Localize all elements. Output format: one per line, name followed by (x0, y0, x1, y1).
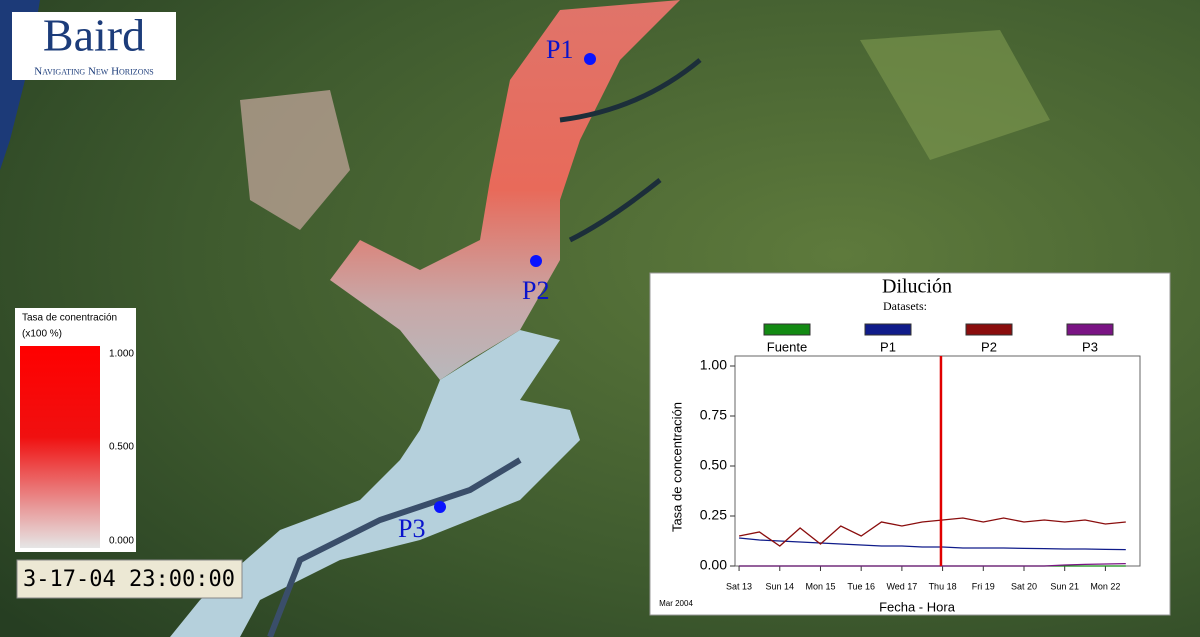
legend-swatch (864, 323, 912, 336)
y-tick-label: 0.50 (700, 457, 727, 473)
x-axis-note: Mar 2004 (659, 599, 693, 608)
x-tick-label: Tue 16 (847, 581, 875, 591)
series-line (738, 517, 1126, 547)
point-label: P1 (546, 35, 573, 64)
point-marker (530, 255, 542, 267)
x-tick-label: Sun 14 (766, 581, 795, 591)
x-tick-label: Sat 20 (1011, 581, 1037, 591)
y-tick-label: 0.25 (700, 507, 727, 523)
series-line (739, 537, 1126, 551)
y-axis-label: Tasa de concentración (669, 402, 684, 532)
colorbar-label: 0.500 (109, 442, 134, 453)
x-tick-label: Mon 15 (805, 581, 835, 591)
legend-label: P2 (981, 339, 997, 354)
point-label: P2 (522, 276, 549, 305)
legend-swatch (1066, 323, 1114, 336)
timestamp: 3-17-04 23:00:00 (23, 567, 235, 592)
x-tick-label: Sun 21 (1050, 581, 1079, 591)
chart-panel: Dilución Datasets: Tasa de concentración… (649, 272, 1171, 616)
legend-swatch (763, 323, 811, 336)
x-tick-label: Mon 22 (1090, 581, 1120, 591)
point-marker (434, 501, 446, 513)
colorbar-units: (x100 %) (22, 329, 62, 340)
legend-swatch (965, 323, 1013, 336)
logo-box (12, 12, 176, 80)
legend-label: P3 (1082, 339, 1098, 354)
estuary (170, 330, 580, 637)
colorbar-label: 0.000 (109, 536, 134, 547)
colorbar-label: 1.000 (109, 349, 134, 360)
legend-title: Datasets: (883, 299, 927, 313)
logo-tagline: Navigating New Horizons (34, 66, 153, 78)
x-tick-label: Wed 17 (886, 581, 917, 591)
fields (860, 30, 1050, 160)
colorbar-title: Tasa de conentración (22, 313, 117, 324)
colorbar (20, 346, 100, 548)
series-line (739, 562, 1126, 567)
timestamp-box (16, 559, 243, 599)
x-tick-label: Fri 19 (972, 581, 995, 591)
x-axis-label: Fecha - Hora (879, 599, 956, 614)
channel (267, 457, 522, 637)
clearing (240, 90, 350, 230)
logo-name: Baird (43, 10, 145, 61)
point-marker (584, 53, 596, 65)
legend-label: P1 (880, 339, 896, 354)
x-tick-label: Thu 18 (929, 581, 957, 591)
plume-red (330, 0, 680, 380)
y-tick-label: 0.75 (700, 407, 727, 423)
y-tick-label: 1.00 (700, 357, 727, 373)
legend-label: Fuente (767, 339, 807, 354)
chart-title: Dilución (882, 276, 952, 298)
tributary (559, 58, 702, 243)
x-tick-label: Sat 13 (726, 581, 752, 591)
y-tick-label: 0.00 (700, 557, 727, 573)
point-label: P3 (398, 514, 425, 543)
